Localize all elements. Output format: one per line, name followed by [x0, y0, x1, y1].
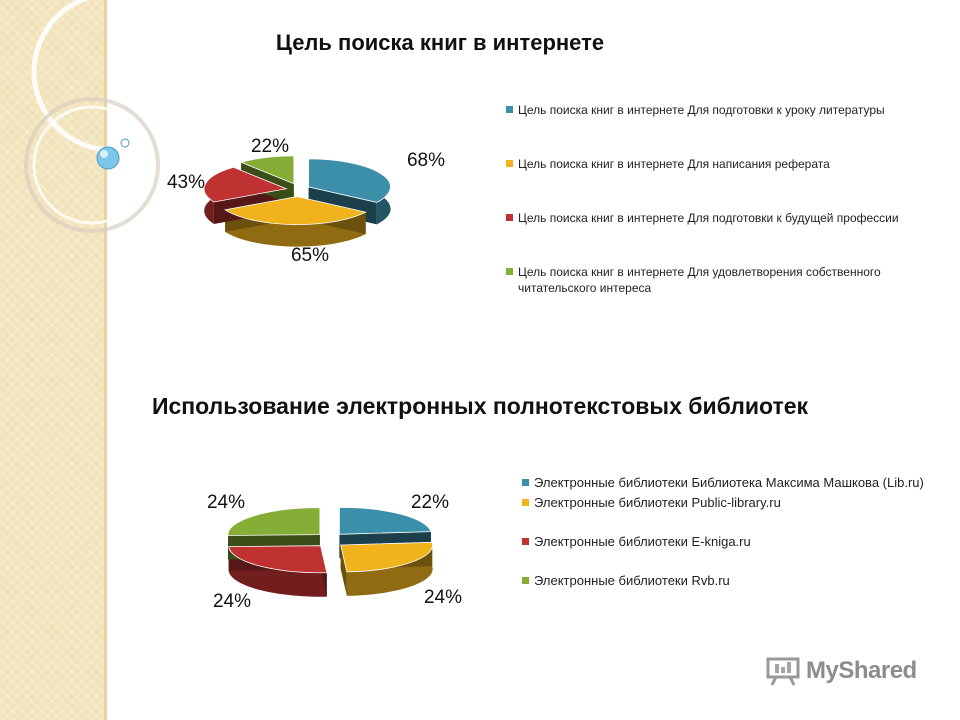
pie-slice: [228, 545, 328, 574]
pie-slice-edge: [340, 544, 347, 596]
legend-swatch-yellow: [522, 499, 529, 506]
legend-item: Цель поиска книг в интернете Для подгото…: [506, 102, 956, 118]
pie-chart-1: 68% 65% 43% 22%: [167, 136, 445, 266]
legend-swatch-red: [522, 538, 529, 545]
pie-chart-2: 22% 24% 24% 24%: [207, 492, 462, 612]
pie-data-label: 24%: [207, 492, 245, 513]
pie-slice-side: [228, 546, 327, 597]
legend-item: Электронные библиотеки Библиотека Максим…: [522, 473, 942, 492]
pie-slice: [227, 507, 321, 536]
legend-item: Электронные библиотеки E-kniga.ru: [522, 532, 942, 551]
legend-label: Цель поиска книг в интернете Для подгото…: [518, 211, 899, 225]
legend-label: Электронные библиотеки Public-library.ru: [534, 495, 781, 510]
pie-data-label: 22%: [411, 492, 449, 513]
watermark-text: MyShared: [806, 657, 917, 684]
chart1-title: Цель поиска книг в интернете: [275, 30, 605, 55]
pie-slice: [203, 166, 288, 203]
legend-label: Электронные библиотеки Библиотека Максим…: [534, 475, 924, 490]
watermark: MyShared: [766, 656, 917, 686]
legend-swatch-red: [506, 214, 513, 221]
legend-label: Цель поиска книг в интернете Для подгото…: [518, 103, 885, 117]
pie-slice: [224, 196, 367, 225]
pie-data-label: 65%: [291, 245, 329, 266]
pie-slice: [340, 541, 434, 573]
legend-swatch-yellow: [506, 160, 513, 167]
legend-label: Цель поиска книг в интернете Для написан…: [518, 157, 830, 171]
presentation-board-icon: [766, 657, 800, 686]
legend-swatch-green: [506, 268, 513, 275]
legend-label: Цель поиска книг в интернете Для удовлет…: [518, 265, 881, 295]
pie-slice: [239, 155, 295, 185]
pie-slice-side: [225, 209, 366, 247]
pie-slice-side: [346, 542, 433, 596]
legend-swatch-blue: [506, 106, 513, 113]
chart1-legend: Цель поиска книг в интернете Для подгото…: [506, 102, 956, 334]
decorative-circles: [24, 0, 193, 233]
pie-data-label: 22%: [251, 136, 289, 157]
side-panel-edge: [104, 0, 107, 720]
pie-slice: [338, 506, 432, 535]
legend-item: Цель поиска книг в интернете Для написан…: [506, 156, 956, 172]
pie-data-label: 43%: [167, 172, 205, 193]
pie-data-label: 68%: [407, 150, 445, 171]
legend-item: Цель поиска книг в интернете Для удовлет…: [506, 264, 956, 296]
pie-slice: [308, 158, 391, 203]
legend-item: Электронные библиотеки Rvb.ru: [522, 571, 942, 590]
chart2-title: Использование электронных полнотекстовых…: [151, 393, 809, 419]
pie-data-label: 24%: [213, 591, 251, 612]
legend-label: Электронные библиотеки Rvb.ru: [534, 573, 730, 588]
legend-item: Электронные библиотеки Public-library.ru: [522, 493, 942, 512]
chart2-legend: Электронные библиотеки Библиотека Максим…: [522, 473, 942, 610]
legend-swatch-blue: [522, 479, 529, 486]
legend-swatch-green: [522, 577, 529, 584]
legend-item: Цель поиска книг в интернете Для подгото…: [506, 210, 956, 226]
legend-label: Электронные библиотеки E-kniga.ru: [534, 534, 751, 549]
pie-data-label: 24%: [424, 587, 462, 608]
